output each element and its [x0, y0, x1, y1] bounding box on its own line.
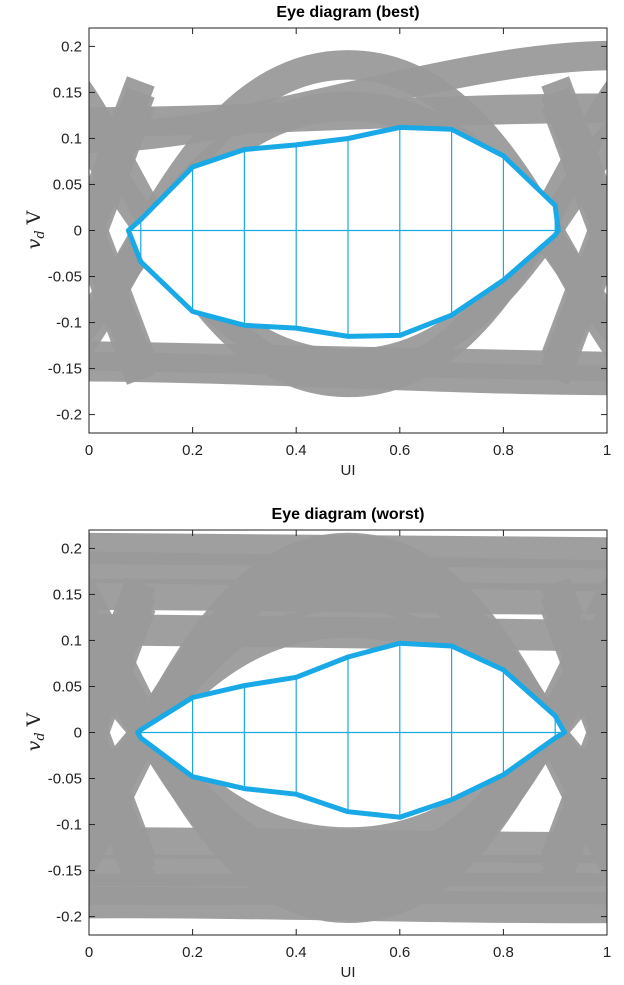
trace-band-crossing [541, 76, 607, 262]
eye-contour [125, 124, 561, 339]
trace-band-crossing [89, 76, 155, 262]
x-tick-label: 0.8 [493, 944, 514, 961]
eye-contour-line [125, 124, 561, 339]
eye-diagram-best-panel: Eye diagram (best) 0 0.2 0.4 0.6 0.8 1 -0.2-0… [23, 4, 611, 479]
y-axis-label: vdV [23, 712, 48, 751]
x-tick-label: 0.6 [389, 944, 410, 961]
chart-title: Eye diagram (worst) [272, 506, 425, 523]
x-axis: 0 0.2 0.4 0.6 0.8 1 [85, 530, 611, 961]
y-tick-label: -0.05 [48, 269, 82, 286]
x-tick-label: 0 [85, 442, 93, 459]
y-tick-label: -0.2 [56, 909, 82, 926]
x-tick-label: 0 [85, 944, 93, 961]
eye-diagram-worst-panel: Eye diagram (worst) 0 0.2 0.4 0.6 0.8 1 -0.2-… [23, 506, 611, 981]
y-axis: -0.2 -0.15 -0.1 -0.05 0 0.05 0.1 0.15 0.2 [48, 540, 607, 926]
y-axis-label-symbol: v [23, 238, 45, 249]
y-tick-label: 0 [74, 725, 82, 742]
trace-band-crossing [89, 577, 156, 767]
y-tick-label: -0.05 [48, 771, 82, 788]
x-tick-label: 0.4 [286, 442, 307, 459]
eye-contour [135, 640, 567, 820]
y-tick-label: 0.05 [53, 678, 82, 695]
x-tick-label: 0.6 [389, 442, 410, 459]
y-axis: -0.2 -0.15 -0.1 -0.05 0 0.05 0.1 0.15 0.2 [48, 38, 607, 424]
trace-band-crossing [89, 676, 156, 866]
trace-band-crossing [541, 177, 607, 363]
y-tick-label: 0.1 [61, 130, 82, 147]
trace-bands [89, 40, 607, 398]
y-tick-label: -0.15 [48, 361, 82, 378]
y-tick-label: 0.2 [61, 38, 82, 55]
y-axis-label-subscript: d [33, 732, 48, 740]
y-tick-label: -0.1 [56, 315, 82, 332]
y-axis-label-unit: V [23, 712, 45, 727]
y-tick-label: -0.15 [48, 863, 82, 880]
y-tick-label: 0.2 [61, 540, 82, 557]
eye-contour-line [135, 640, 567, 820]
trace-band-crossing [540, 676, 607, 866]
y-tick-label: 0.15 [53, 84, 82, 101]
y-axis-label-unit: V [23, 210, 45, 225]
y-axis-label: vdV [23, 210, 48, 249]
y-axis-label-symbol: v [23, 740, 45, 751]
y-tick-label: 0.15 [53, 586, 82, 603]
y-tick-label: 0 [74, 223, 82, 240]
trace-bands [89, 532, 607, 924]
trace-band-crossing [540, 577, 607, 767]
y-axis-label-subscript: d [33, 230, 48, 238]
x-axis-label: UI [341, 462, 356, 479]
y-tick-label: 0.05 [53, 176, 82, 193]
trace-band-crossing [89, 177, 155, 363]
chart-title: Eye diagram (best) [276, 4, 419, 21]
x-tick-label: 0.2 [182, 442, 203, 459]
y-tick-label: 0.1 [61, 632, 82, 649]
x-tick-label: 0.8 [493, 442, 514, 459]
x-tick-label: 0.4 [286, 944, 307, 961]
x-tick-label: 0.2 [182, 944, 203, 961]
x-axis-label: UI [341, 964, 356, 981]
x-tick-label: 1 [603, 944, 611, 961]
y-tick-label: -0.2 [56, 407, 82, 424]
x-axis: 0 0.2 0.4 0.6 0.8 1 [85, 28, 611, 459]
eye-opening [128, 127, 559, 337]
y-tick-label: -0.1 [56, 817, 82, 834]
x-tick-label: 1 [603, 442, 611, 459]
